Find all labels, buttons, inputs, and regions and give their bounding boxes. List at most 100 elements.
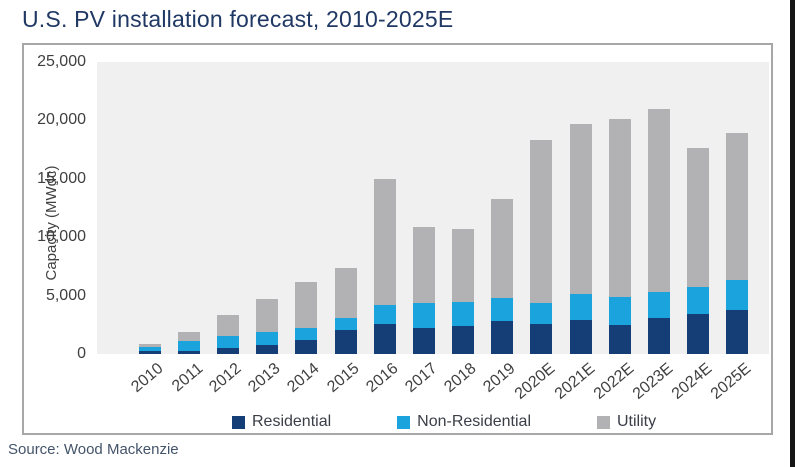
legend: Residential Non-Residential Utility [232, 413, 656, 431]
y-tick-label: 20,000 [37, 111, 86, 129]
bar-group-2016 [373, 178, 396, 354]
bar-segment-non-residential [452, 301, 475, 327]
bar-group-2024e [687, 148, 710, 354]
bar-segment-residential [608, 324, 631, 354]
bar-group-2017 [412, 226, 435, 354]
bar-segment-residential [177, 350, 200, 354]
right-edge-bar [790, 0, 795, 467]
bars-container [130, 62, 757, 354]
x-tick-label: 2017 [402, 360, 441, 396]
bar-segment-residential [216, 348, 239, 354]
bar-group-2025e [726, 133, 749, 354]
bar-segment-non-residential [687, 287, 710, 315]
y-tick-label: 5,000 [45, 286, 86, 304]
chart-title: U.S. PV installation forecast, 2010-2025… [22, 6, 454, 32]
bar-segment-utility [256, 298, 279, 332]
bar-segment-residential [295, 339, 318, 354]
bar-group-2010 [138, 343, 161, 354]
bar-segment-non-residential [491, 297, 514, 322]
legend-swatch-icon [397, 415, 411, 429]
bar-segment-non-residential [373, 305, 396, 324]
bar-segment-non-residential [530, 302, 553, 324]
x-tick-label: 2019 [480, 360, 519, 396]
legend-label: Residential [252, 413, 332, 430]
x-tick-label: 2022E [590, 360, 638, 403]
x-tick-label: 2015 [323, 360, 363, 396]
bar-segment-utility [177, 331, 200, 342]
legend-swatch-icon [597, 415, 610, 429]
bar-segment-non-residential [138, 347, 161, 352]
y-tick-label: 10,000 [37, 228, 86, 246]
chart-frame: Capacity (MWdc) 0 5,000 10,000 15,000 20,000… [22, 43, 773, 435]
x-tick-label: 2013 [245, 360, 284, 396]
bar-segment-utility [491, 198, 514, 298]
x-tick-label: 2014 [284, 360, 323, 396]
bar-segment-non-residential [648, 292, 671, 318]
legend-label: Utility [617, 413, 657, 430]
bar-segment-residential [373, 323, 396, 354]
bar-segment-residential [726, 309, 749, 354]
bar-group-2015 [334, 267, 357, 354]
plot-area [97, 62, 769, 354]
bar-segment-non-residential [608, 296, 631, 325]
bar-segment-utility [412, 226, 435, 303]
bar-segment-utility [608, 119, 631, 297]
bar-segment-utility [216, 314, 239, 336]
y-tick-label: 25,000 [37, 53, 86, 70]
bar-segment-utility [452, 229, 475, 302]
x-tick-label: 2024E [669, 360, 716, 403]
bar-segment-utility [687, 148, 710, 288]
bar-segment-residential [412, 328, 435, 354]
bar-group-2022e [608, 119, 631, 354]
bar-group-2018 [452, 229, 475, 354]
x-tick-label: 2018 [441, 360, 480, 396]
bar-segment-non-residential [177, 341, 200, 351]
bar-segment-utility [530, 140, 553, 303]
bar-segment-non-residential [295, 327, 318, 340]
bar-group-2012 [216, 314, 239, 354]
bar-segment-non-residential [412, 302, 435, 328]
bar-segment-residential [687, 314, 710, 354]
y-tick-label: 15,000 [37, 169, 86, 187]
bar-group-2011 [177, 331, 200, 354]
legend-item-residential: Residential [232, 413, 331, 431]
bar-segment-residential [138, 351, 161, 354]
legend-label: Non-Residential [417, 413, 531, 430]
bar-segment-residential [256, 344, 279, 354]
bar-segment-non-residential [256, 331, 279, 345]
legend-item-utility: Utility [597, 413, 656, 431]
x-tick-label: 2023E [629, 360, 677, 403]
bar-group-2013 [256, 298, 279, 354]
bar-segment-non-residential [216, 335, 239, 349]
x-tick-label: 2025E [708, 360, 755, 403]
x-tick-label: 2021E [551, 360, 598, 403]
bar-group-2019 [491, 198, 514, 354]
y-tick-label: 0 [77, 345, 86, 362]
x-tick-label: 2016 [363, 360, 402, 396]
bar-segment-utility [569, 123, 592, 295]
bar-segment-utility [334, 267, 357, 318]
x-tick-label: 2012 [206, 360, 245, 396]
legend-item-non-residential: Non-Residential [397, 413, 531, 431]
x-tick-label: 2011 [168, 360, 207, 396]
bar-segment-non-residential [726, 280, 749, 310]
bar-segment-residential [569, 320, 592, 354]
bar-group-2021e [569, 123, 592, 354]
bar-segment-utility [295, 281, 318, 328]
legend-swatch-icon [232, 415, 245, 429]
bar-segment-residential [491, 321, 514, 354]
y-axis-title: Capacity (MWdc) [43, 165, 60, 281]
bar-segment-residential [334, 329, 357, 354]
bar-group-2023e [648, 108, 671, 354]
bar-segment-residential [530, 323, 553, 354]
bar-segment-non-residential [334, 317, 357, 330]
bar-segment-residential [648, 317, 671, 354]
bar-segment-utility [726, 133, 749, 281]
bar-segment-utility [648, 108, 671, 293]
bar-segment-non-residential [569, 294, 592, 321]
bar-segment-residential [452, 326, 475, 354]
bar-segment-utility [373, 178, 396, 306]
bar-segment-utility [138, 343, 161, 348]
x-tick-label: 2010 [127, 360, 167, 396]
